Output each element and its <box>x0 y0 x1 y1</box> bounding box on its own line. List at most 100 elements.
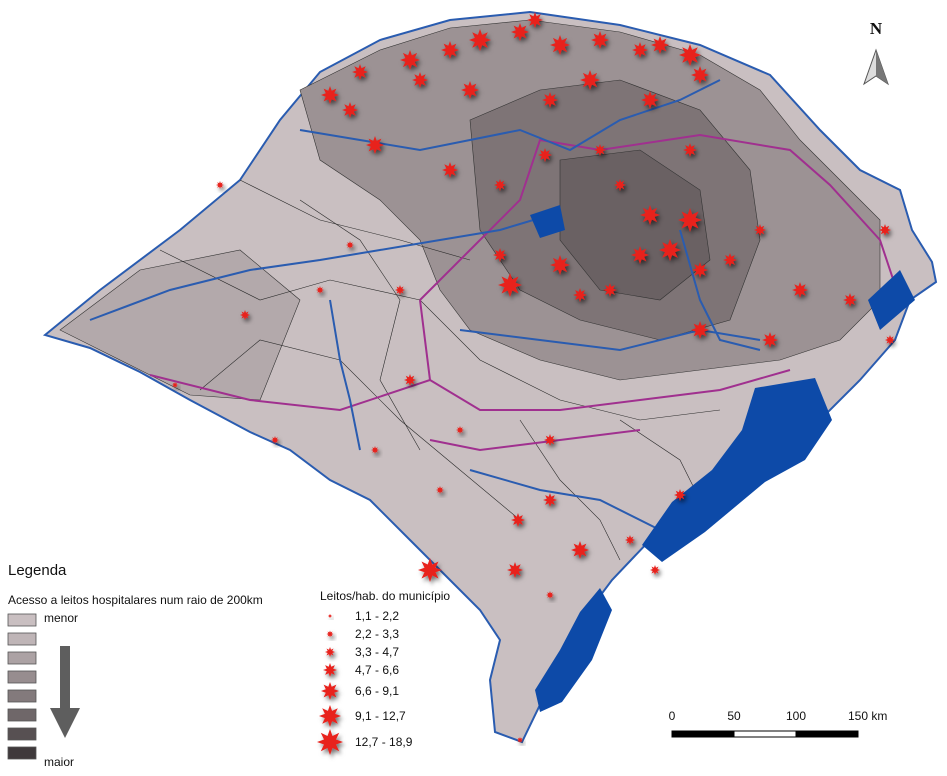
border <box>519 419 621 561</box>
city-marker <box>591 31 609 49</box>
city-marker <box>271 436 279 444</box>
legend-arrow-head <box>50 708 80 738</box>
legend-arrow-shaft <box>60 646 70 710</box>
city-marker <box>352 64 368 80</box>
city-marker <box>625 535 635 545</box>
beds-symbol <box>328 614 332 618</box>
city-marker <box>550 255 570 275</box>
city-marker <box>550 35 570 55</box>
beds-class-label: 4,7 - 6,6 <box>355 663 399 677</box>
city-marker <box>507 562 523 578</box>
access-swatches <box>7 613 37 760</box>
lagoon <box>868 270 915 330</box>
lagoon <box>530 205 565 238</box>
city-markers <box>172 12 895 743</box>
access-swatch <box>7 613 37 627</box>
border <box>159 249 721 421</box>
beds-class-label: 6,6 - 9,1 <box>355 684 399 698</box>
region-border <box>149 374 431 412</box>
city-marker <box>762 332 778 348</box>
city-marker <box>674 489 686 501</box>
beds-legend: 1,1 - 2,2 2,2 - 3,3 3,3 - 4,7 4,7 - 6,6 6,6 … <box>317 609 413 755</box>
river <box>329 299 361 451</box>
city-marker <box>650 565 660 575</box>
city-marker <box>517 737 523 743</box>
scale-label: 50 <box>727 709 741 723</box>
municipality-borders <box>159 179 721 561</box>
city-marker <box>792 282 808 298</box>
city-marker <box>400 50 420 70</box>
beds-symbol <box>323 663 337 677</box>
city-marker <box>679 44 701 66</box>
city-marker <box>316 286 324 294</box>
access-swatch <box>7 746 37 760</box>
beds-legend-title: Leitos/hab. do município <box>320 589 450 603</box>
city-marker <box>321 86 339 104</box>
city-marker <box>511 23 529 41</box>
legend-title: Legenda <box>8 562 67 579</box>
city-marker <box>879 224 891 236</box>
lagoon <box>642 378 832 562</box>
beds-class-label: 1,1 - 2,2 <box>355 609 399 623</box>
city-marker <box>640 205 660 225</box>
city-marker <box>603 283 617 297</box>
city-marker <box>631 246 649 264</box>
city-marker <box>538 148 552 162</box>
lagoon <box>535 588 612 712</box>
access-swatch <box>7 689 37 703</box>
city-marker <box>885 335 895 345</box>
city-marker <box>216 181 224 189</box>
city-marker <box>651 36 669 54</box>
beds-class-label: 9,1 - 12,7 <box>355 709 406 723</box>
city-marker <box>172 382 178 388</box>
city-marker <box>843 293 857 307</box>
city-marker <box>436 486 444 494</box>
rivers <box>89 79 761 531</box>
city-marker <box>754 224 766 236</box>
river <box>469 469 661 531</box>
beds-class-label: 2,2 - 3,3 <box>355 627 399 641</box>
city-marker <box>441 41 459 59</box>
city-marker <box>346 241 354 249</box>
access-swatch <box>7 727 37 741</box>
access-swatch <box>7 651 37 665</box>
river <box>299 79 721 152</box>
city-marker <box>366 136 384 154</box>
access-swatch <box>7 670 37 684</box>
city-marker <box>573 288 587 302</box>
scale-segment <box>795 730 859 738</box>
beds-symbol <box>321 682 339 700</box>
access-swatch <box>7 708 37 722</box>
border <box>239 179 471 261</box>
city-marker <box>469 29 491 51</box>
city-marker <box>641 91 659 109</box>
city-marker <box>723 253 737 267</box>
city-marker <box>412 72 428 88</box>
city-marker <box>342 102 358 118</box>
north-arrow-half <box>876 50 888 84</box>
city-marker <box>498 273 522 297</box>
access-zone <box>59 249 301 401</box>
city-marker <box>527 12 543 28</box>
city-marker <box>683 143 697 157</box>
city-marker <box>571 541 589 559</box>
city-marker <box>691 66 709 84</box>
region-borders <box>149 133 901 452</box>
city-marker <box>511 513 525 527</box>
city-marker <box>461 81 479 99</box>
city-marker <box>240 310 250 320</box>
access-low-label: menor <box>44 611 78 625</box>
scale-label: 150 km <box>848 709 887 723</box>
city-marker <box>678 208 702 232</box>
city-marker <box>418 558 442 582</box>
city-marker <box>580 70 600 90</box>
region-border <box>429 429 641 452</box>
scale-segment <box>671 730 735 738</box>
city-marker <box>442 162 458 178</box>
city-marker <box>493 248 507 262</box>
region-border <box>419 133 901 301</box>
city-marker <box>543 493 557 507</box>
city-marker <box>494 179 506 191</box>
beds-class-label: 3,3 - 4,7 <box>355 645 399 659</box>
city-marker <box>614 179 626 191</box>
